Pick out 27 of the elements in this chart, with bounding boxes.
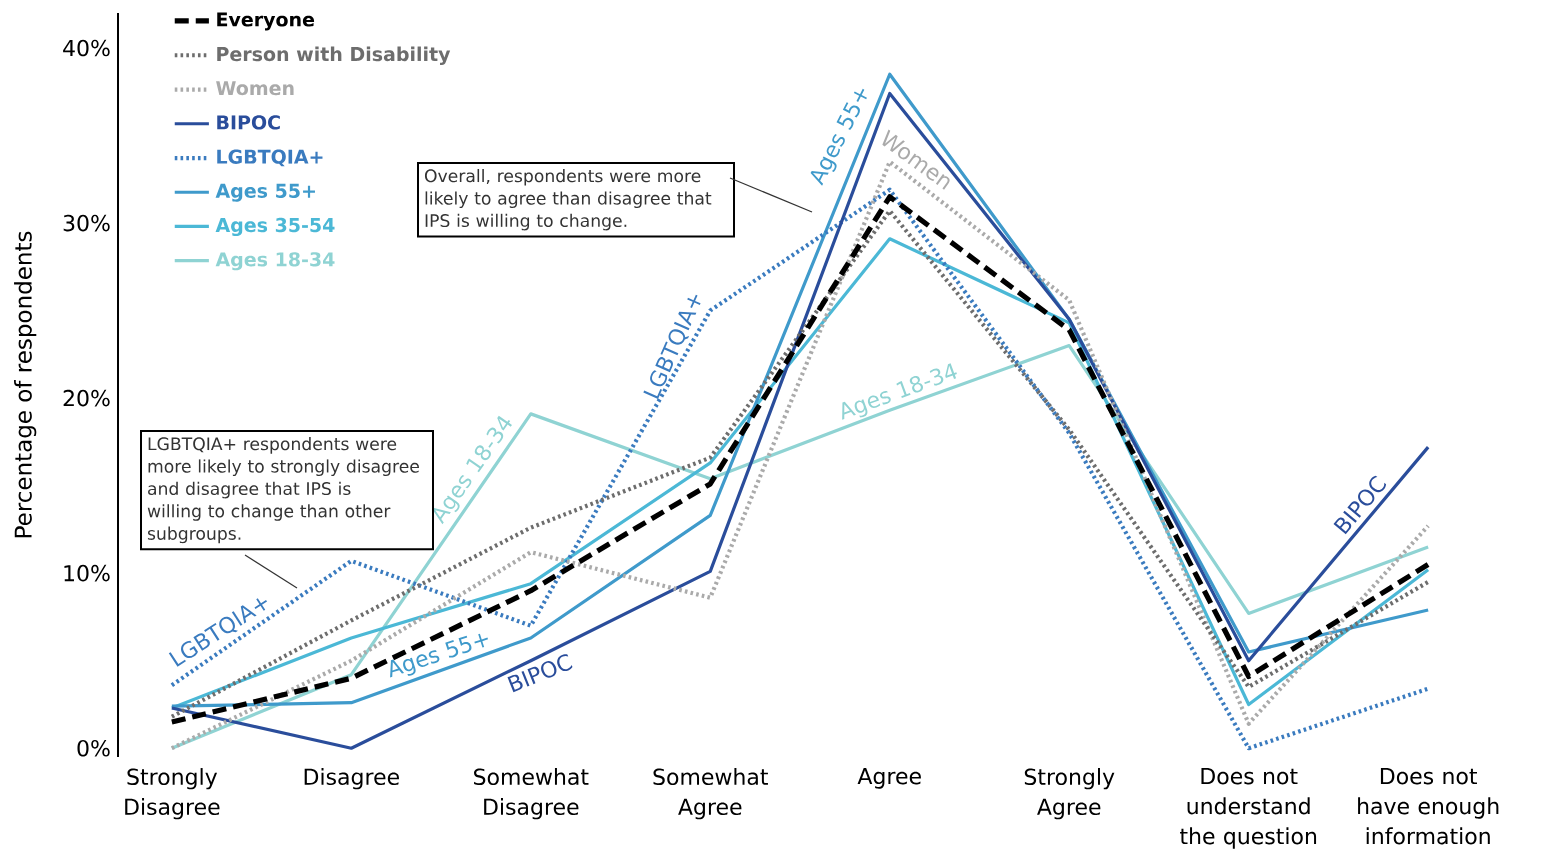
x-tick-label: Does not have enough information — [1358, 768, 1499, 845]
y-tick-label: 30% — [63, 214, 110, 232]
x-tick-label: Does not understand the question — [1180, 768, 1317, 849]
legend-label: Ages 35-54 — [215, 217, 335, 237]
x-tick-label: Somewhat Agree — [653, 768, 768, 820]
annotation: LGBTQIA+ respondents were more likely to strongly disagree and disagree that IPS is willing to change than other subgroups. — [147, 437, 419, 544]
legend-label: LGBTQIA+ — [217, 149, 323, 167]
annotation: Overall, respondents were more likely to agree than disagree that IPS is willing to change. — [424, 169, 712, 231]
legend-label: BIPOC — [217, 115, 280, 130]
x-tick-label: Strongly Disagree — [125, 768, 220, 820]
x-tick-label: Strongly Agree — [1024, 768, 1115, 820]
annotation: Ages 55+ — [390, 633, 489, 678]
y-axis-title: Percentage of respondents — [14, 231, 37, 538]
legend-label: Ages 18-34 — [215, 252, 335, 271]
y-tick-label: 10% — [64, 564, 110, 582]
annotation: Ages 18-34 — [842, 363, 957, 420]
y-tick-label: 40% — [63, 39, 110, 57]
x-tick-label: Agree — [857, 768, 921, 789]
legend-label: Person with Disability — [217, 46, 451, 66]
annotation: Ages 55+ — [810, 88, 867, 186]
legend-label: Everyone — [217, 12, 315, 31]
x-tick-label: Disagree — [304, 768, 399, 790]
y-tick-label: 20% — [63, 389, 110, 407]
legend-label: Women — [216, 81, 294, 96]
legend-label: Ages 55+ — [215, 183, 315, 202]
y-tick-label: 0% — [77, 739, 110, 757]
x-tick-label: Somewhat Disagree — [474, 768, 589, 820]
